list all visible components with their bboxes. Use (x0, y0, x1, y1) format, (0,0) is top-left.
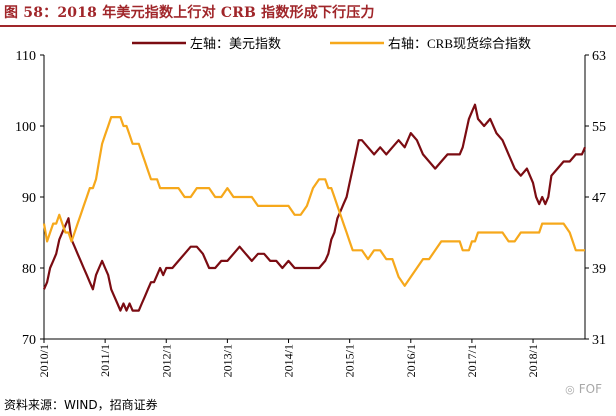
source-note: 资料来源：WIND，招商证券 (4, 398, 158, 412)
x-tick-label: 2018/1 (526, 344, 540, 377)
left-tick-label: 80 (22, 262, 36, 277)
wechat-icon: ◎ (565, 383, 575, 396)
right-tick-label: 63 (592, 49, 606, 64)
watermark-text: FOF (578, 382, 602, 396)
legend-label-crb-index: 右轴：CRB现货综合指数 (388, 36, 531, 51)
series-line-crb-index (42, 115, 585, 287)
left-tick-label: 110 (16, 49, 36, 64)
watermark: ◎ FOF (565, 382, 602, 396)
x-tick-label: 2014/1 (282, 344, 296, 377)
x-tick-label: 2017/1 (465, 344, 479, 377)
right-tick-label: 31 (592, 333, 606, 348)
left-tick-label: 100 (15, 120, 36, 135)
right-tick-label: 55 (592, 120, 606, 135)
left-tick-label: 70 (22, 333, 36, 348)
series-line-usd-index (42, 103, 587, 312)
x-tick-label: 2010/1 (37, 344, 51, 377)
title-divider (0, 25, 616, 27)
right-tick-label: 39 (592, 262, 606, 277)
x-tick-label: 2011/1 (98, 344, 112, 377)
x-tick-label: 2016/1 (404, 344, 418, 377)
line-chart: 70 80 90 100 110 31 39 47 55 63 2010/1 2011/1 2012/1… (15, 36, 606, 377)
right-tick-label: 47 (592, 191, 606, 206)
x-tick-label: 2015/1 (343, 344, 357, 377)
chart-title: 图 58：2018 年美元指数上行对 CRB 指数形成下行压力 (4, 5, 375, 21)
legend-label-usd-index: 左轴：美元指数 (190, 36, 281, 51)
left-tick-label: 90 (22, 191, 36, 206)
x-tick-label: 2013/1 (220, 344, 234, 377)
x-tick-label: 2012/1 (159, 344, 173, 377)
